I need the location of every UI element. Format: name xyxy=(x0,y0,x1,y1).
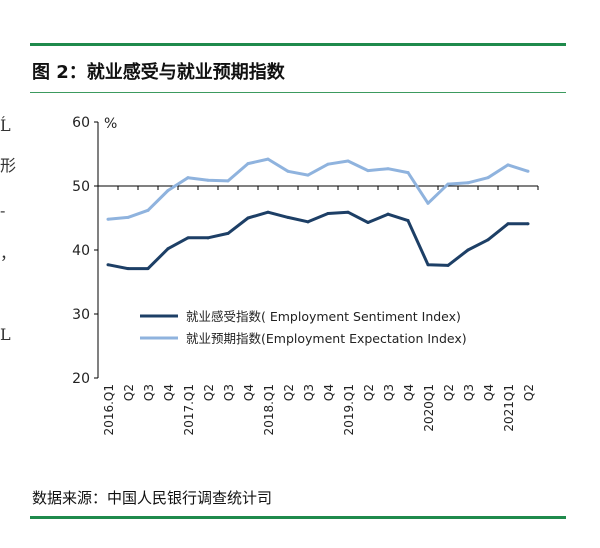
data-point xyxy=(486,176,490,180)
x-tick-label: 2020Q1 xyxy=(422,384,436,432)
x-tick-label: Q4 xyxy=(402,384,416,401)
data-point xyxy=(226,179,230,183)
y-tick-label: 20 xyxy=(72,371,90,387)
edge-fragment: L xyxy=(0,325,11,344)
data-point xyxy=(146,267,150,271)
x-tick-label: Q4 xyxy=(162,384,176,401)
data-point xyxy=(186,176,190,180)
x-tick-label: Q4 xyxy=(482,384,496,401)
data-point xyxy=(166,188,170,192)
data-point xyxy=(506,163,510,167)
x-tick-label: Q3 xyxy=(462,384,476,401)
data-point xyxy=(306,220,310,224)
x-tick-label: Q4 xyxy=(322,384,336,401)
data-point xyxy=(126,215,130,219)
data-point xyxy=(266,210,270,214)
series-line-sentiment xyxy=(107,210,528,271)
x-tick-label: 2019.Q1 xyxy=(342,384,356,435)
data-point xyxy=(366,169,370,173)
edge-fragment: ， xyxy=(0,244,17,263)
x-tick-label: Q3 xyxy=(302,384,316,401)
data-point xyxy=(526,222,530,226)
edge-fragment: - xyxy=(0,201,6,220)
series-line-expectation xyxy=(107,157,529,221)
data-point xyxy=(406,171,410,175)
x-tick-label: Q2 xyxy=(122,384,136,401)
x-tick-label: Q2 xyxy=(282,384,296,401)
data-point xyxy=(526,169,530,173)
edge-fragment: 形 xyxy=(0,156,17,175)
legend-label: 就业感受指数( Employment Sentiment Index) xyxy=(186,309,461,324)
data-point xyxy=(246,216,250,220)
data-point xyxy=(326,162,330,166)
data-point xyxy=(506,222,510,226)
data-point xyxy=(206,236,210,240)
data-point xyxy=(226,231,230,235)
x-tick-label: Q2 xyxy=(522,384,536,401)
top-rule xyxy=(30,43,566,46)
x-tick-label: 2021Q1 xyxy=(502,384,516,432)
data-point xyxy=(146,208,150,212)
data-point xyxy=(266,157,270,161)
data-point xyxy=(286,215,290,219)
x-tick-label: Q3 xyxy=(142,384,156,401)
legend-label: 就业预期指数(Employment Expectation Index) xyxy=(186,331,467,346)
x-tick-label: 2017.Q1 xyxy=(182,384,196,435)
y-tick-label: 50 xyxy=(72,179,90,195)
data-point xyxy=(206,178,210,182)
x-tick-label: Q3 xyxy=(382,384,396,401)
y-tick-label: 40 xyxy=(72,243,90,259)
data-point xyxy=(106,263,110,267)
data-point xyxy=(126,267,130,271)
data-point xyxy=(186,236,190,240)
title-underline xyxy=(30,92,566,93)
x-tick-label: Q3 xyxy=(222,384,236,401)
data-point xyxy=(486,238,490,242)
data-point xyxy=(246,162,250,166)
bottom-rule xyxy=(30,516,566,519)
data-point xyxy=(406,219,410,223)
data-point xyxy=(326,212,330,216)
data-point xyxy=(166,247,170,251)
data-point xyxy=(346,210,350,214)
y-tick-label: 30 xyxy=(72,307,90,323)
data-point xyxy=(386,167,390,171)
x-tick-label: 2018.Q1 xyxy=(262,384,276,435)
x-tick-label: 2016.Q1 xyxy=(102,384,116,435)
data-point xyxy=(286,169,290,173)
data-point xyxy=(446,182,450,186)
data-point xyxy=(466,248,470,252)
x-tick-label: Q2 xyxy=(202,384,216,401)
x-tick-label: Q2 xyxy=(362,384,376,401)
x-tick-label: Q2 xyxy=(442,384,456,401)
data-point xyxy=(446,263,450,267)
x-tick-label: Q4 xyxy=(242,384,256,401)
figure-title: 图 2：就业感受与就业预期指数 xyxy=(32,62,285,83)
data-point xyxy=(466,181,470,185)
y-unit-label: % xyxy=(104,116,117,132)
data-point xyxy=(346,159,350,163)
edge-fragment: Ĺ xyxy=(0,116,11,135)
data-source: 数据来源：中国人民银行调查统计司 xyxy=(32,489,273,507)
data-point xyxy=(306,173,310,177)
data-point xyxy=(386,212,390,216)
data-point xyxy=(426,201,430,205)
data-point xyxy=(106,217,110,221)
y-tick-label: 60 xyxy=(72,115,90,131)
data-point xyxy=(366,220,370,224)
data-point xyxy=(426,263,430,267)
